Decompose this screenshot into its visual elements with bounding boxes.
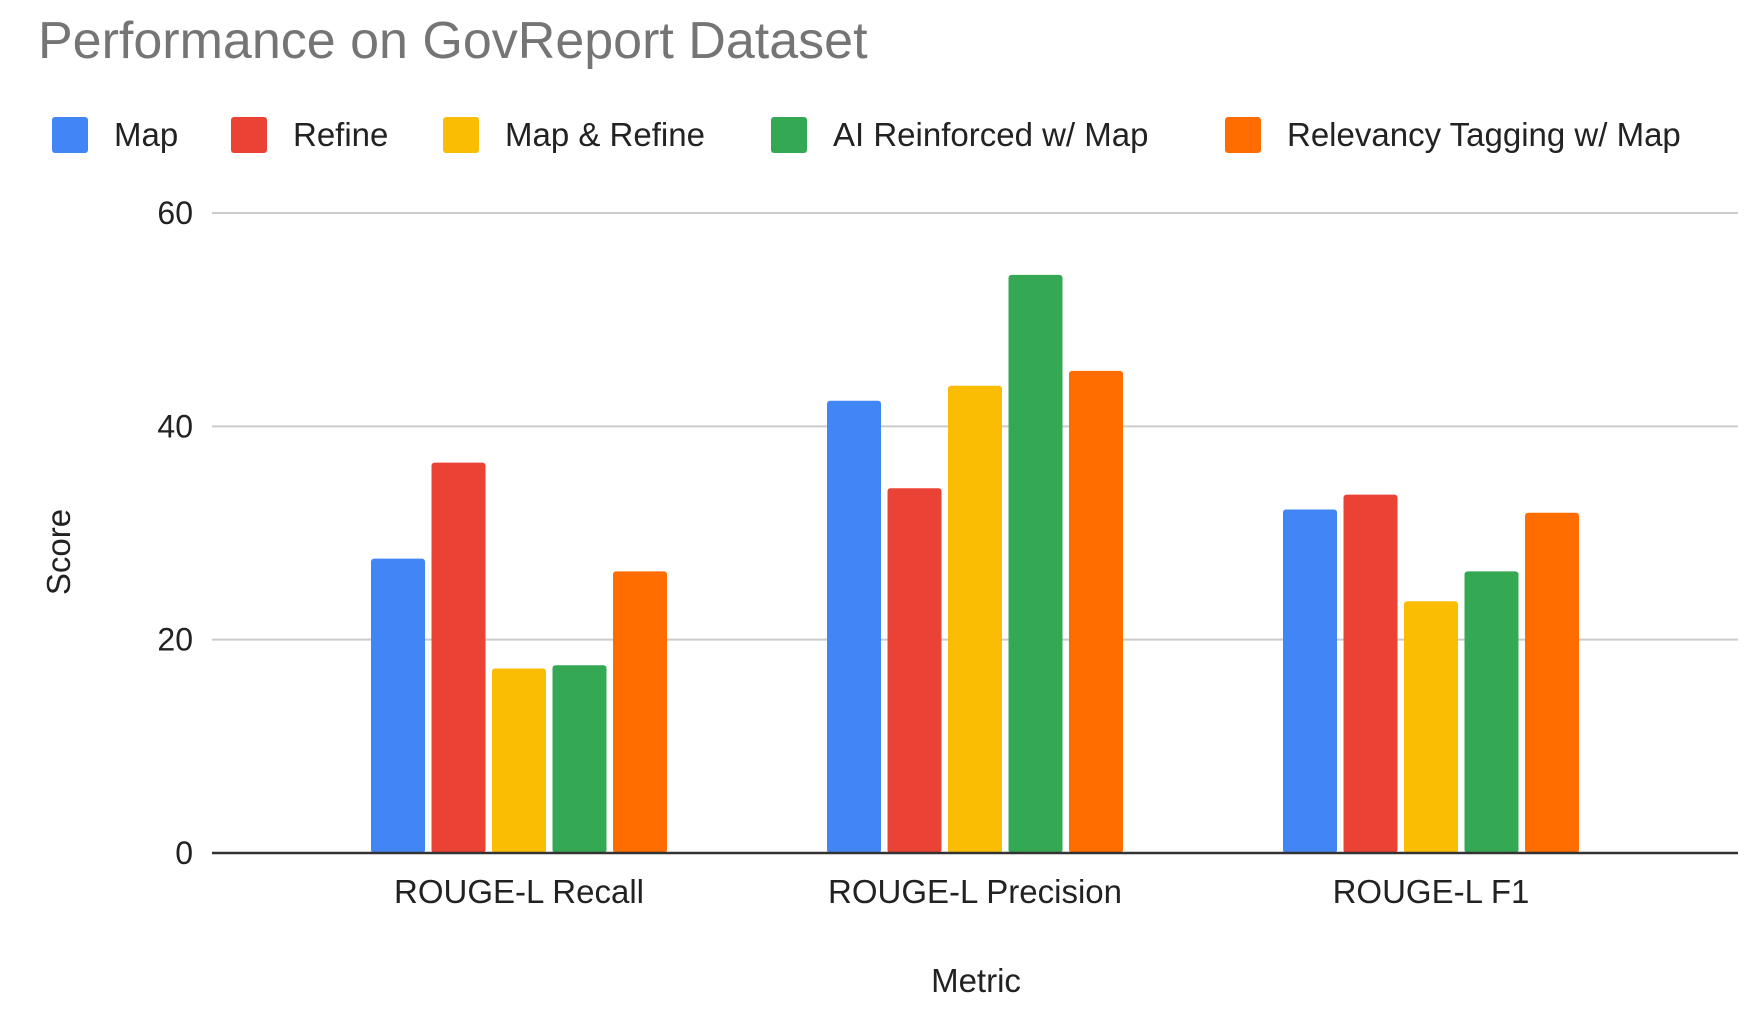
bars (371, 274, 1579, 853)
bar-map-rouge-l-f1 (1283, 509, 1337, 853)
bar-ai-reinforced-w-map-rouge-l-recall (552, 665, 607, 853)
legend-swatch-map-and-refine (443, 117, 479, 153)
bar-refine-rouge-l-recall (431, 462, 486, 853)
legend-label-map-and-refine: Map & Refine (505, 116, 705, 153)
bar-map-and-refine-rouge-l-f1 (1404, 601, 1458, 853)
chart-title: Performance on GovReport Dataset (38, 12, 868, 70)
legend-label-map: Map (114, 116, 178, 153)
legend-swatch-relevancy-tagging-w-map (1225, 117, 1261, 153)
y-tick-label-0: 0 (175, 835, 193, 871)
x-axis-title: Metric (931, 962, 1021, 999)
legend-label-relevancy-tagging-w-map: Relevancy Tagging w/ Map (1287, 116, 1681, 153)
category-label-rouge-l-f1: ROUGE-L F1 (1333, 873, 1530, 910)
bar-ai-reinforced-w-map-rouge-l-precision (1008, 274, 1063, 853)
y-tick-label-20: 20 (157, 622, 193, 658)
x-axis-category-labels: ROUGE-L Recall ROUGE-L Precision ROUGE-L F… (394, 873, 1529, 910)
legend-swatch-ai-reinforced-w-map (771, 117, 807, 153)
bar-map-rouge-l-precision (827, 400, 881, 853)
category-label-rouge-l-recall: ROUGE-L Recall (394, 873, 644, 910)
legend-label-ai-reinforced-w-map: AI Reinforced w/ Map (833, 116, 1148, 153)
bar-map-and-refine-rouge-l-recall (492, 668, 546, 853)
y-tick-label-60: 60 (157, 195, 193, 231)
legend-swatch-map (52, 117, 88, 153)
bar-map-rouge-l-recall (371, 558, 425, 853)
bar-relevancy-tagging-w-map-rouge-l-f1 (1525, 512, 1579, 853)
bar-relevancy-tagging-w-map-rouge-l-precision (1069, 370, 1123, 853)
bar-refine-rouge-l-precision (887, 488, 942, 853)
y-axis-tick-labels: 0 20 40 60 (157, 195, 193, 871)
bar-relevancy-tagging-w-map-rouge-l-recall (613, 571, 667, 853)
bar-ai-reinforced-w-map-rouge-l-f1 (1464, 571, 1519, 853)
legend: Map Refine Map & Refine AI Reinforced w/ Ma… (52, 116, 1681, 153)
y-axis-title: Score (40, 509, 77, 595)
bar-refine-rouge-l-f1 (1343, 494, 1398, 853)
y-tick-label-40: 40 (157, 408, 193, 444)
legend-label-refine: Refine (293, 116, 388, 153)
category-label-rouge-l-precision: ROUGE-L Precision (828, 873, 1122, 910)
bar-map-and-refine-rouge-l-precision (948, 385, 1002, 853)
legend-swatch-refine (231, 117, 267, 153)
